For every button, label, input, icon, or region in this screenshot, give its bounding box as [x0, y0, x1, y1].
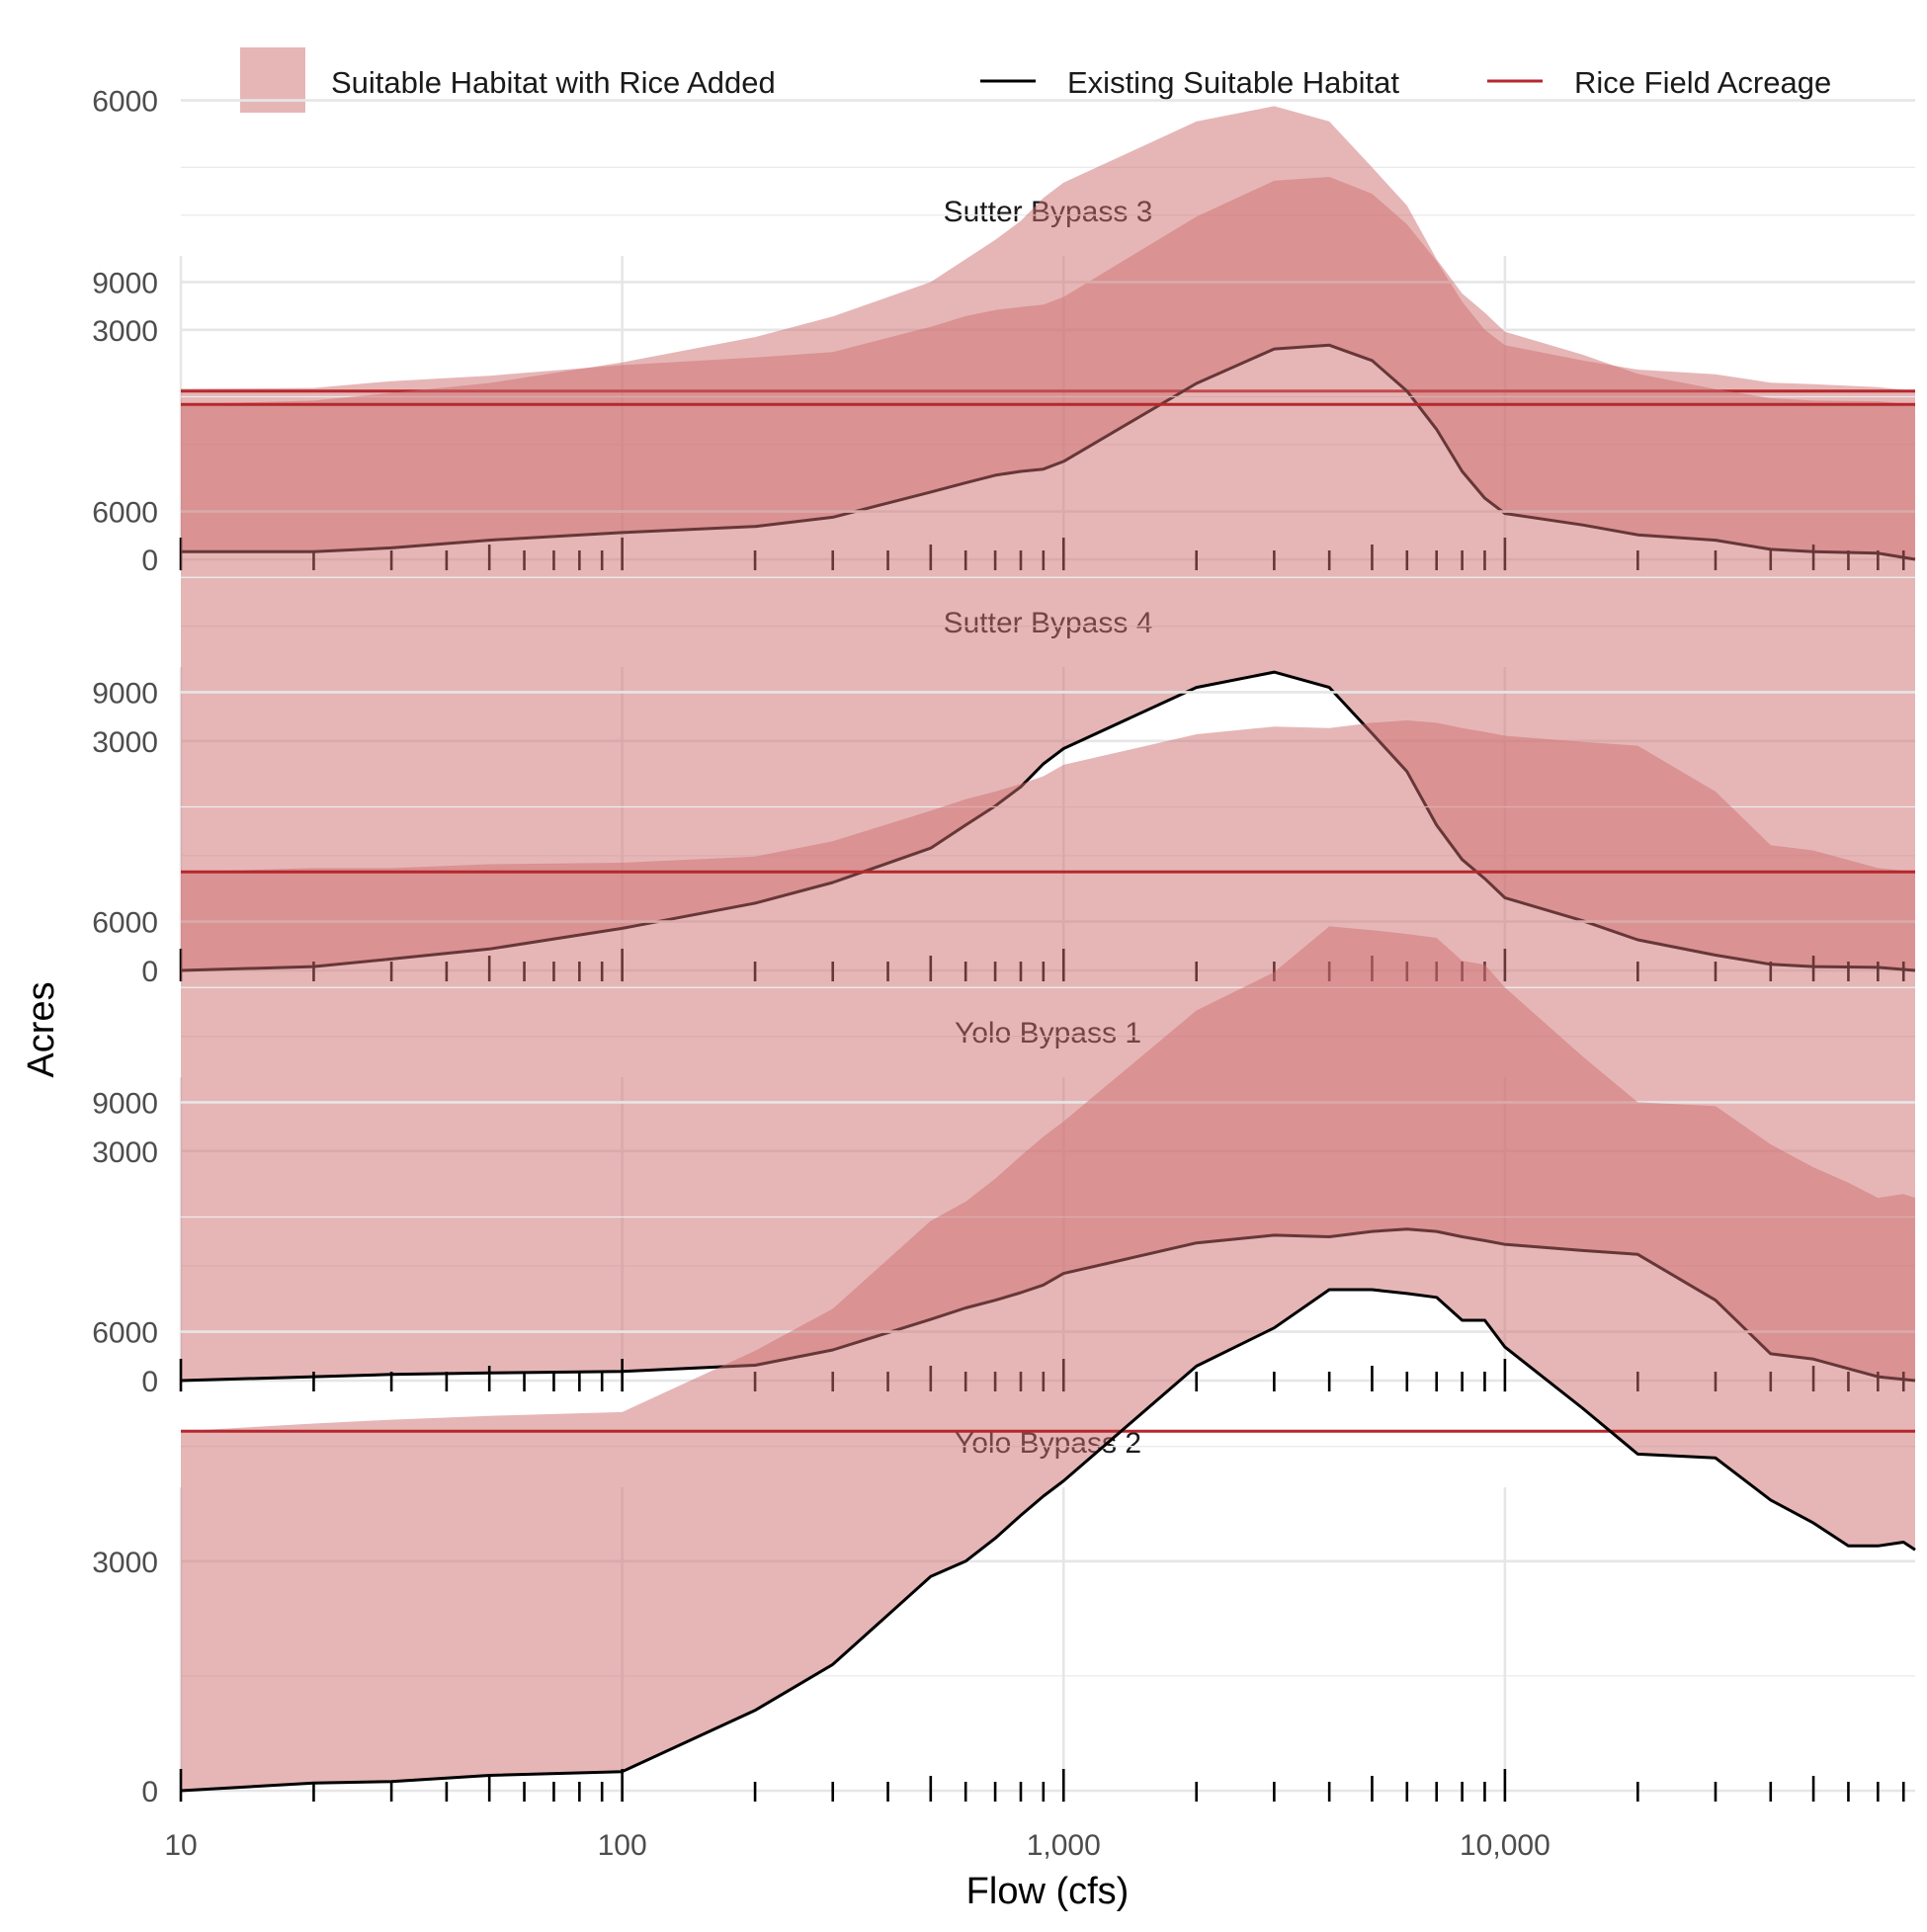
x-tick-label: 100 — [598, 1829, 647, 1862]
y-axis-title: Acres — [21, 981, 62, 1077]
legend-label-area: Suitable Habitat with Rice Added — [331, 65, 776, 100]
legend-label-rice: Rice Field Acreage — [1574, 65, 1831, 100]
legend-label-existing: Existing Suitable Habitat — [1067, 65, 1399, 100]
existing-habitat-line — [180, 1288, 1916, 1793]
legend-key-area — [240, 47, 305, 113]
y-tick-label: 0 — [141, 1366, 158, 1398]
x-axis-title: Flow (cfs) — [966, 1871, 1130, 1912]
y-tick-label: 6000 — [92, 86, 158, 119]
y-tick-label: 9000 — [92, 267, 158, 299]
x-tick-label: 1,000 — [1027, 1829, 1101, 1862]
x-tick-label: 10,000 — [1460, 1829, 1550, 1862]
x-axis-tick-labels: 10 100 1,000 10,000 — [164, 1829, 1550, 1862]
y-tick-label: 3000 — [92, 315, 158, 348]
y-tick-label: 0 — [141, 1776, 158, 1808]
y-tick-label: 9000 — [92, 1087, 158, 1120]
panels: Sutter Bypass 30300060009000Sutter Bypas… — [92, 86, 1916, 1808]
y-tick-label: 3000 — [92, 1547, 158, 1579]
panel-yolo-bypass-2: Yolo Bypass 20300060009000 — [92, 926, 1916, 1808]
y-tick-label: 6000 — [92, 497, 158, 530]
y-tick-label: 0 — [141, 956, 158, 988]
y-tick-label: 0 — [141, 545, 158, 577]
y-tick-label: 9000 — [92, 677, 158, 710]
y-tick-label: 6000 — [92, 1317, 158, 1350]
x-tick-label: 10 — [164, 1829, 197, 1862]
y-tick-label: 3000 — [92, 1136, 158, 1169]
y-tick-label: 3000 — [92, 726, 158, 759]
y-tick-label: 6000 — [92, 907, 158, 940]
habitat-with-rice-area — [181, 926, 1915, 1791]
legend: Suitable Habitat with Rice Added Existin… — [240, 47, 1831, 113]
